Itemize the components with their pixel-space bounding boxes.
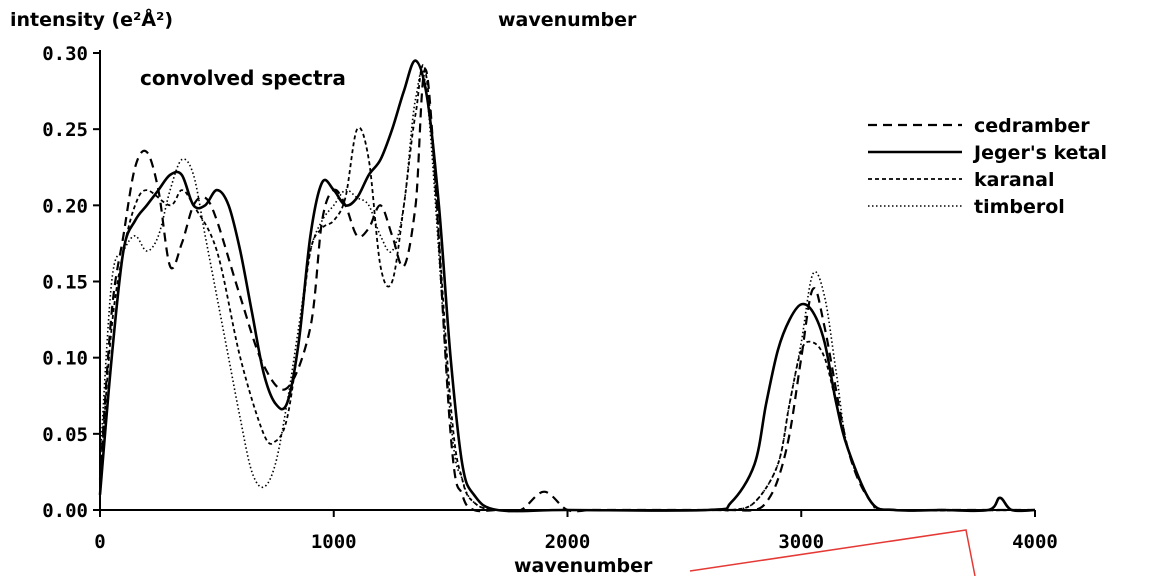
- x-tick-label: 1000: [311, 531, 357, 553]
- y-axis-label: intensity (e²Å²): [10, 7, 173, 31]
- legend-label: timberol: [974, 196, 1065, 218]
- series-line: [98, 59, 1036, 513]
- y-tick-label: 0.30: [42, 43, 88, 65]
- y-tick-label: 0.25: [42, 119, 88, 141]
- legend-label: cedramber: [974, 115, 1090, 137]
- red-annotation-mark: [689, 529, 976, 576]
- series-line: [98, 68, 1035, 513]
- chart-annotation: convolved spectra: [140, 66, 346, 90]
- y-tick-label: 0.20: [42, 195, 88, 217]
- series-layer: [98, 59, 1036, 513]
- x-axis-label: wavenumber: [514, 555, 653, 576]
- legend-label: Jeger's ketal: [972, 142, 1107, 164]
- x-tick-label: 3000: [778, 531, 824, 553]
- y-tick-label: 0.00: [42, 500, 88, 522]
- y-tick-label: 0.10: [42, 348, 88, 370]
- ticks: 0 1000 2000 3000 4000 0.00 0.05 0.10 0.15 0.20 0.2…: [42, 43, 1058, 553]
- series-line: [99, 69, 1036, 512]
- x-tick-label: 4000: [1012, 531, 1058, 553]
- chart-title: wavenumber: [498, 9, 637, 31]
- y-tick-label: 0.15: [42, 272, 88, 294]
- legend: cedramber Jeger's ketal karanal timberol: [868, 115, 1107, 218]
- x-tick-label: 0: [94, 531, 105, 553]
- x-tick-label: 2000: [545, 531, 591, 553]
- axes: [99, 50, 1035, 511]
- legend-label: karanal: [974, 169, 1055, 191]
- series-line: [99, 64, 1036, 512]
- y-tick-label: 0.05: [42, 424, 88, 446]
